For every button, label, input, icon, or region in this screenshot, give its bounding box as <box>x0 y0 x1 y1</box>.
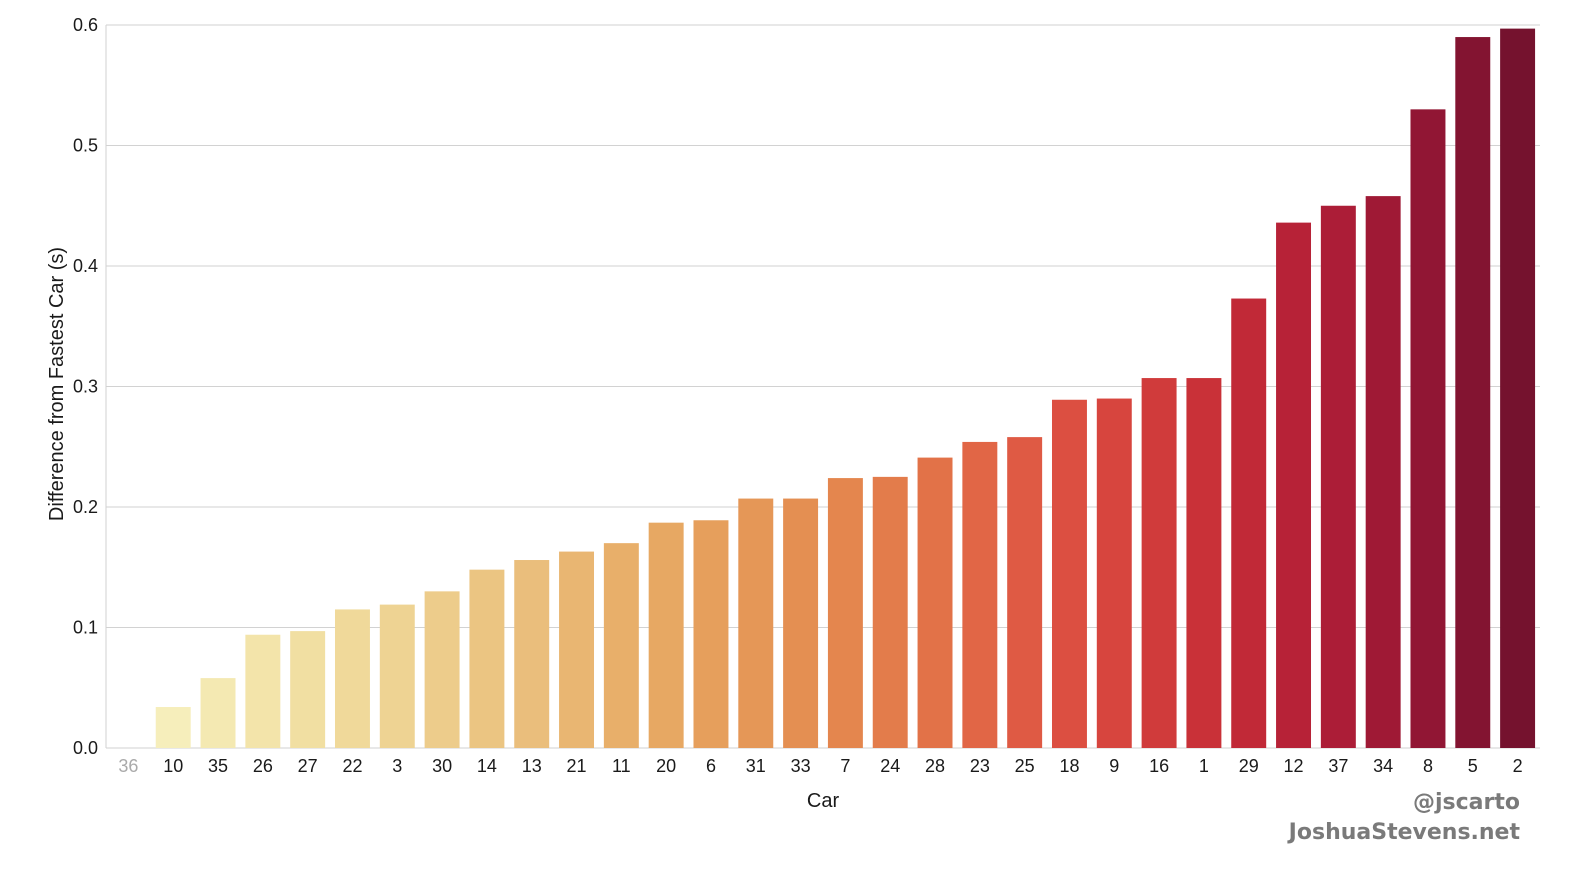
x-tick-label: 16 <box>1149 756 1169 776</box>
bar-car-22 <box>334 609 370 748</box>
y-axis-title: Difference from Fastest Car (s) <box>46 247 68 521</box>
bar-car-16 <box>1141 378 1177 748</box>
x-tick-label: 13 <box>522 756 542 776</box>
x-tick-label: 1 <box>1199 756 1209 776</box>
y-tick-label: 0.3 <box>73 377 98 397</box>
x-tick-label: 14 <box>477 756 497 776</box>
x-tick-label: 21 <box>567 756 587 776</box>
bar-car-28 <box>917 457 953 748</box>
x-axis-ticks: 36 10 35 26 27 22 3 30 14 13 21 11 20 6 31 33 7 24 28 23 25 1… <box>118 756 1522 776</box>
bar-car-12 <box>1276 222 1312 748</box>
credit-handle: @jscarto <box>1412 790 1520 815</box>
bar-car-23 <box>962 441 998 748</box>
x-axis-title: Car <box>807 790 840 812</box>
x-tick-label: 22 <box>342 756 362 776</box>
bar-car-14 <box>469 569 505 748</box>
x-tick-label: 7 <box>840 756 850 776</box>
y-tick-label: 0.5 <box>73 136 98 156</box>
x-tick-label: 28 <box>925 756 945 776</box>
x-tick-label: 25 <box>1015 756 1035 776</box>
bars <box>155 28 1536 749</box>
x-tick-label: 3 <box>392 756 402 776</box>
x-tick-label: 36 <box>118 756 138 776</box>
y-axis-ticks: 0.0 0.1 0.2 0.3 0.4 0.5 0.6 <box>73 15 98 758</box>
bar-car-3 <box>379 604 415 748</box>
bar-car-33 <box>783 498 819 748</box>
y-tick-label: 0.2 <box>73 497 98 517</box>
x-tick-label: 29 <box>1239 756 1259 776</box>
y-tick-label: 0.4 <box>73 256 98 276</box>
x-tick-label: 10 <box>163 756 183 776</box>
x-tick-label: 5 <box>1468 756 1478 776</box>
x-tick-label: 11 <box>612 756 631 776</box>
bar-car-18 <box>1051 399 1087 748</box>
bar-car-13 <box>514 560 550 748</box>
credit-site: JoshuaStevens.net <box>1288 820 1520 845</box>
x-tick-label: 23 <box>970 756 990 776</box>
bar-car-20 <box>648 522 684 748</box>
y-tick-label: 0.6 <box>73 15 98 35</box>
bar-car-24 <box>872 476 908 748</box>
bar-car-5 <box>1455 37 1491 749</box>
x-tick-label: 24 <box>880 756 900 776</box>
x-tick-label: 31 <box>746 756 766 776</box>
bar-car-27 <box>290 631 326 748</box>
x-tick-label: 30 <box>432 756 452 776</box>
bar-car-31 <box>738 498 774 748</box>
bar-car-30 <box>424 591 460 748</box>
bar-car-10 <box>155 707 191 748</box>
x-tick-label: 26 <box>253 756 273 776</box>
y-tick-label: 0.1 <box>73 618 98 638</box>
x-tick-label: 33 <box>791 756 811 776</box>
bar-car-1 <box>1186 378 1222 748</box>
bar-car-9 <box>1096 398 1132 748</box>
x-tick-label: 37 <box>1328 756 1348 776</box>
x-tick-label: 2 <box>1513 756 1523 776</box>
bar-car-21 <box>559 551 595 748</box>
bar-car-34 <box>1365 196 1401 749</box>
bar-car-25 <box>1007 437 1043 748</box>
x-tick-label: 12 <box>1284 756 1304 776</box>
x-tick-label: 34 <box>1373 756 1393 776</box>
bar-car-7 <box>827 478 863 748</box>
bar-car-35 <box>200 678 236 748</box>
x-tick-label: 6 <box>706 756 716 776</box>
x-tick-label: 35 <box>208 756 228 776</box>
bar-car-8 <box>1410 109 1446 749</box>
bar-car-6 <box>693 520 729 748</box>
bar-car-29 <box>1231 298 1267 748</box>
bar-car-26 <box>245 634 281 748</box>
bar-car-11 <box>603 543 639 748</box>
x-tick-label: 20 <box>656 756 676 776</box>
x-tick-label: 27 <box>298 756 318 776</box>
x-tick-label: 18 <box>1059 756 1079 776</box>
bar-car-2 <box>1500 28 1536 749</box>
x-tick-label: 9 <box>1109 756 1119 776</box>
x-tick-label: 8 <box>1423 756 1433 776</box>
y-tick-label: 0.0 <box>73 738 98 758</box>
bar-car-37 <box>1320 205 1356 748</box>
